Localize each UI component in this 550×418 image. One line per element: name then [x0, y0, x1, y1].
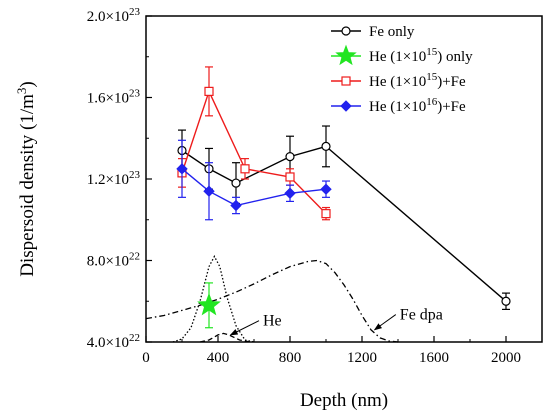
legend-item: Fe only [331, 24, 415, 40]
annotation-arrow [373, 314, 397, 331]
legend-item: He (1×1015) only [331, 44, 473, 66]
series-line [181, 145, 507, 302]
profile-curve [199, 332, 251, 343]
data-point [176, 163, 188, 175]
series [177, 125, 511, 310]
data-point [240, 164, 250, 174]
legend-label: He (1×1016)+Fe [369, 96, 466, 115]
series [197, 282, 221, 329]
y-tick-label: 4.0×1022 [87, 332, 140, 351]
legend-label: He (1×1015)+Fe [369, 71, 466, 90]
y-axis-ticks: 4.0×1022 8.0×1022 1.2×1023 1.6×1023 2.0×1023 [87, 6, 152, 351]
annotations: He Fe dpa [229, 307, 443, 336]
data-point [321, 209, 331, 219]
x-tick-label: 2000 [491, 350, 521, 366]
x-axis-ticks: 0 400 800 1200 1600 2000 [142, 336, 521, 366]
series [176, 139, 332, 221]
data-point [341, 76, 351, 86]
x-tick-label: 1600 [419, 350, 449, 366]
x-tick-label: 1200 [347, 350, 377, 366]
data-point [230, 199, 242, 212]
data-point [320, 183, 332, 195]
legend-item: He (1×1016)+Fe [331, 96, 466, 115]
legend: Fe only He (1×1015) only He (1×1015)+Fe He … [331, 24, 473, 115]
profile-curve [145, 259, 399, 343]
data-point [340, 100, 352, 112]
data-point [335, 44, 357, 66]
x-tick-label: 800 [279, 350, 302, 366]
plot-frame [145, 15, 543, 343]
data-point [204, 86, 214, 96]
y-tick-label: 1.6×1023 [87, 88, 141, 107]
data-point [284, 187, 296, 199]
data-point [197, 292, 221, 316]
annotation-arrow [229, 320, 260, 336]
annotation-label: He [263, 313, 282, 330]
data-point [285, 151, 295, 162]
y-tick-label: 1.2×1023 [87, 169, 141, 188]
y-axis-title: Dispersoid density (1/m3) [14, 81, 38, 276]
y-tick-label: 2.0×1023 [87, 6, 141, 25]
data-point [341, 26, 351, 36]
data-series [176, 66, 511, 329]
profile-curve [172, 255, 255, 343]
x-axis-title: Depth (nm) [300, 390, 388, 411]
data-point [321, 141, 331, 151]
data-point [231, 178, 241, 188]
series [177, 66, 331, 221]
data-point [285, 172, 295, 182]
annotation-label: Fe dpa [400, 307, 443, 324]
x-tick-label: 400 [207, 350, 230, 366]
x-tick-label: 0 [142, 350, 150, 366]
data-point [203, 185, 215, 197]
legend-item: He (1×1015)+Fe [331, 71, 466, 90]
legend-label: He (1×1015) only [369, 46, 473, 65]
y-tick-label: 8.0×1022 [87, 251, 140, 270]
legend-label: Fe only [369, 24, 415, 40]
data-point [501, 296, 511, 306]
